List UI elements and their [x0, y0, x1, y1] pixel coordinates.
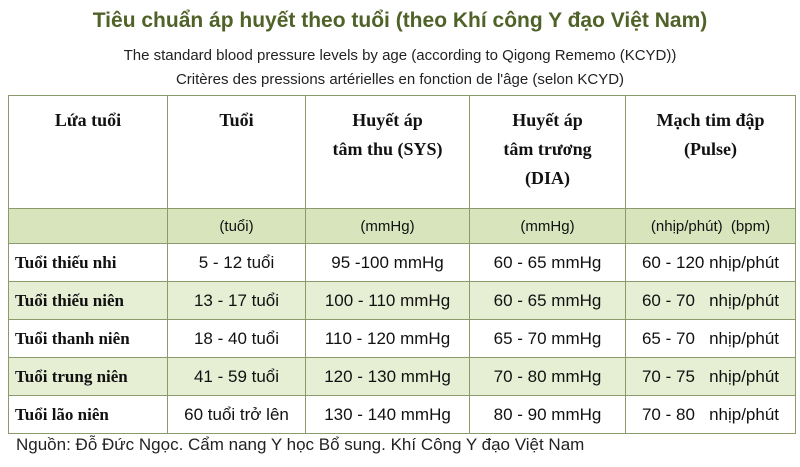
unit-cell: (tuổi): [167, 208, 306, 244]
source: Nguồn: Đỗ Đức Ngọc. Cẩm nang Y học Bổ su…: [16, 435, 585, 454]
units-row: (tuổi) (mmHg) (mmHg) (nhịp/phút) (bpm): [8, 208, 796, 244]
cell: 18 - 40 tuổi: [167, 319, 306, 358]
cell: Tuổi thanh niên: [8, 319, 168, 358]
cell: Tuổi trung niên: [8, 357, 168, 396]
cell: Tuổi thiếu niên: [8, 281, 168, 320]
table-row: Tuổi lão niên 60 tuổi trở lên 130 - 140 mm…: [8, 395, 796, 434]
header-line: Mạch tim đập: [656, 110, 765, 130]
cell: 100 - 110 mmHg: [305, 281, 470, 320]
table-row: Tuổi trung niên 41 - 59 tuổi 120 - 130 mmH…: [8, 357, 796, 396]
header-line: (Pulse): [684, 139, 737, 159]
cell: Tuổi thiếu nhi: [8, 243, 168, 282]
cell: Tuổi lão niên: [8, 395, 168, 434]
unit-cell: (mmHg): [305, 208, 470, 244]
header-line: Huyết áp: [512, 110, 583, 130]
cell: 130 - 140 mmHg: [305, 395, 470, 434]
header-line: tâm trương: [503, 139, 592, 159]
unit-cell: [8, 208, 168, 244]
title: Tiêu chuẩn áp huyết theo tuổi (theo Khí …: [92, 9, 708, 32]
header-line: Lứa tuổi: [54, 110, 122, 130]
cell: 80 - 90 mmHg: [469, 395, 626, 434]
header-line: Huyết áp: [352, 110, 423, 130]
cell: 60 - 65 mmHg: [469, 281, 626, 320]
cell: 60 - 65 mmHg: [469, 243, 626, 282]
unit-cell: (nhịp/phút) (bpm): [625, 208, 796, 244]
table-row: Tuổi thiếu niên 13 - 17 tuổi 100 - 110 mmH…: [8, 281, 796, 320]
column-header: Mạch tim đập (Pulse): [625, 95, 796, 209]
subtitle: Critères des pressions artérielles en fo…: [175, 71, 625, 88]
column-header: Tuổi: [167, 95, 306, 209]
table: Lứa tuổi Tuổi Huyết áp tâm thu (SYS) Huyết á…: [8, 95, 796, 434]
table-row: Tuổi thiếu nhi 5 - 12 tuổi 95 -100 mmHg 60 …: [8, 243, 796, 282]
cell: 120 - 130 mmHg: [305, 357, 470, 396]
cell: 95 -100 mmHg: [305, 243, 470, 282]
cell: 70 - 80 nhịp/phút: [625, 395, 796, 434]
header-line: tâm thu (SYS): [332, 139, 443, 159]
cell: 5 - 12 tuổi: [167, 243, 306, 282]
cell: 65 - 70 nhịp/phút: [625, 319, 796, 358]
cell: 60 tuổi trở lên: [167, 395, 306, 434]
cell: 60 - 70 nhịp/phút: [625, 281, 796, 320]
cell: 65 - 70 mmHg: [469, 319, 626, 358]
header-line: (DIA): [525, 168, 570, 188]
column-header: Huyết áp tâm trương (DIA): [469, 95, 626, 209]
header-row: Lứa tuổi Tuổi Huyết áp tâm thu (SYS) Huyết á…: [8, 95, 796, 209]
subtitle: The standard blood pressure levels by ag…: [123, 47, 677, 64]
column-header: Lứa tuổi: [8, 95, 168, 209]
cell: 41 - 59 tuổi: [167, 357, 306, 396]
cell: 110 - 120 mmHg: [305, 319, 470, 358]
cell: 60 - 120 nhịp/phút: [625, 243, 796, 282]
unit-cell: (mmHg): [469, 208, 626, 244]
header-line: Tuổi: [219, 110, 254, 130]
cell: 13 - 17 tuổi: [167, 281, 306, 320]
cell: 70 - 75 nhịp/phút: [625, 357, 796, 396]
table-row: Tuổi thanh niên 18 - 40 tuổi 110 - 120 mmH…: [8, 319, 796, 358]
column-header: Huyết áp tâm thu (SYS): [305, 95, 470, 209]
cell: 70 - 80 mmHg: [469, 357, 626, 396]
